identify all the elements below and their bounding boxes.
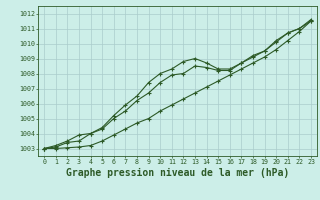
X-axis label: Graphe pression niveau de la mer (hPa): Graphe pression niveau de la mer (hPa) [66, 168, 289, 178]
